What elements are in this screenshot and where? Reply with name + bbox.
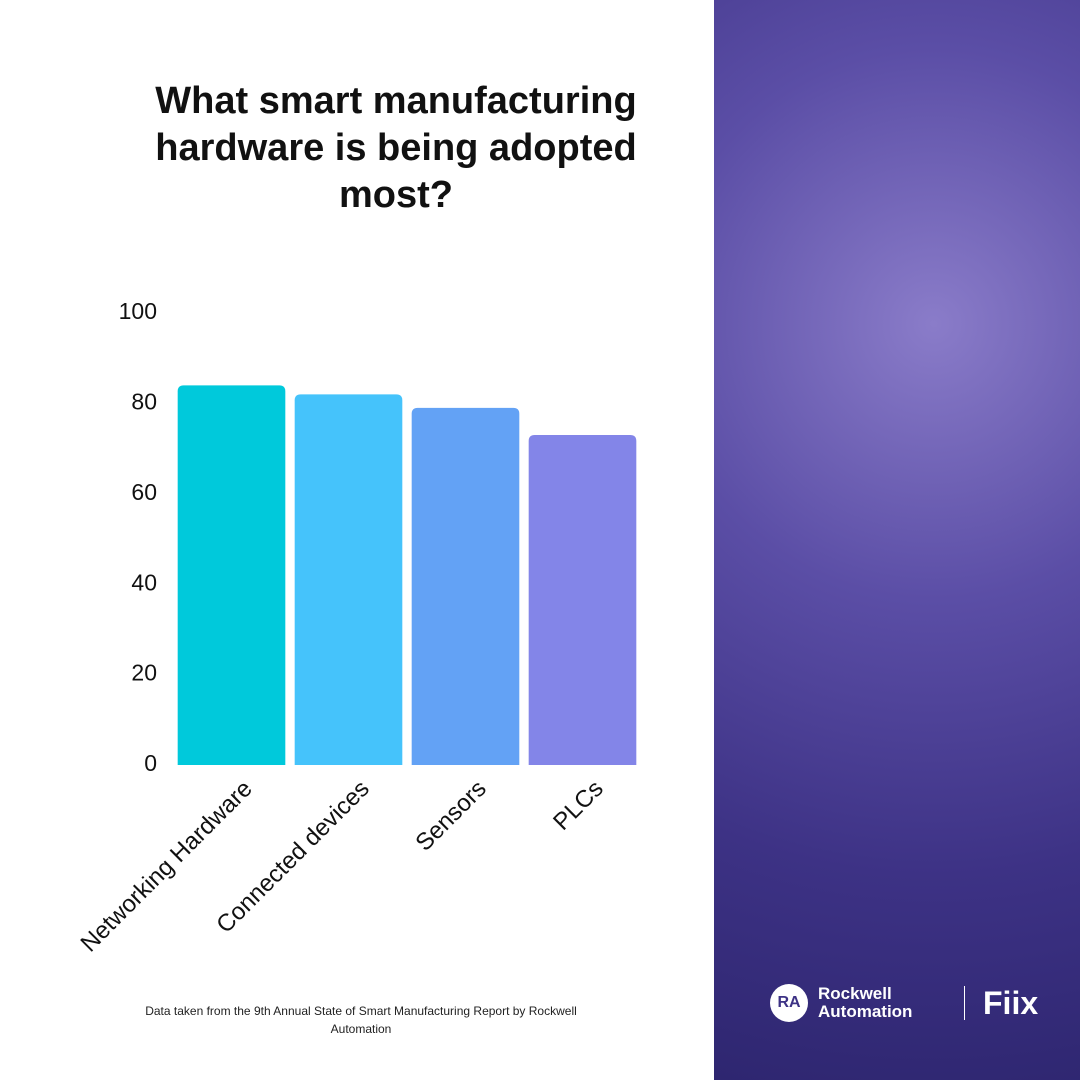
photo-panel — [714, 0, 1080, 1080]
y-tick-label: 100 — [119, 298, 157, 324]
y-tick-label: 60 — [131, 479, 157, 505]
y-tick-label: 80 — [131, 388, 157, 414]
bar — [528, 435, 637, 765]
brand-name: Rockwell Automation — [818, 984, 913, 1021]
bar — [294, 394, 403, 765]
x-tick-label: PLCs — [548, 775, 609, 836]
bar — [411, 407, 520, 765]
divider — [964, 986, 965, 1020]
bar — [177, 385, 286, 765]
x-tick-label: Sensors — [410, 775, 491, 856]
brand-fiix: Fiix — [983, 984, 1039, 1021]
source-note: Data taken from the 9th Annual State of … — [145, 1004, 577, 1036]
y-tick-label: 0 — [144, 750, 157, 776]
chart-title: What smart manufacturing hardware is bei… — [155, 80, 637, 216]
logo: RA Rockwell Automation Fiix — [770, 983, 1038, 1023]
ra-badge: RA — [770, 984, 808, 1022]
y-tick-label: 40 — [131, 569, 157, 595]
y-tick-label: 20 — [131, 660, 157, 686]
